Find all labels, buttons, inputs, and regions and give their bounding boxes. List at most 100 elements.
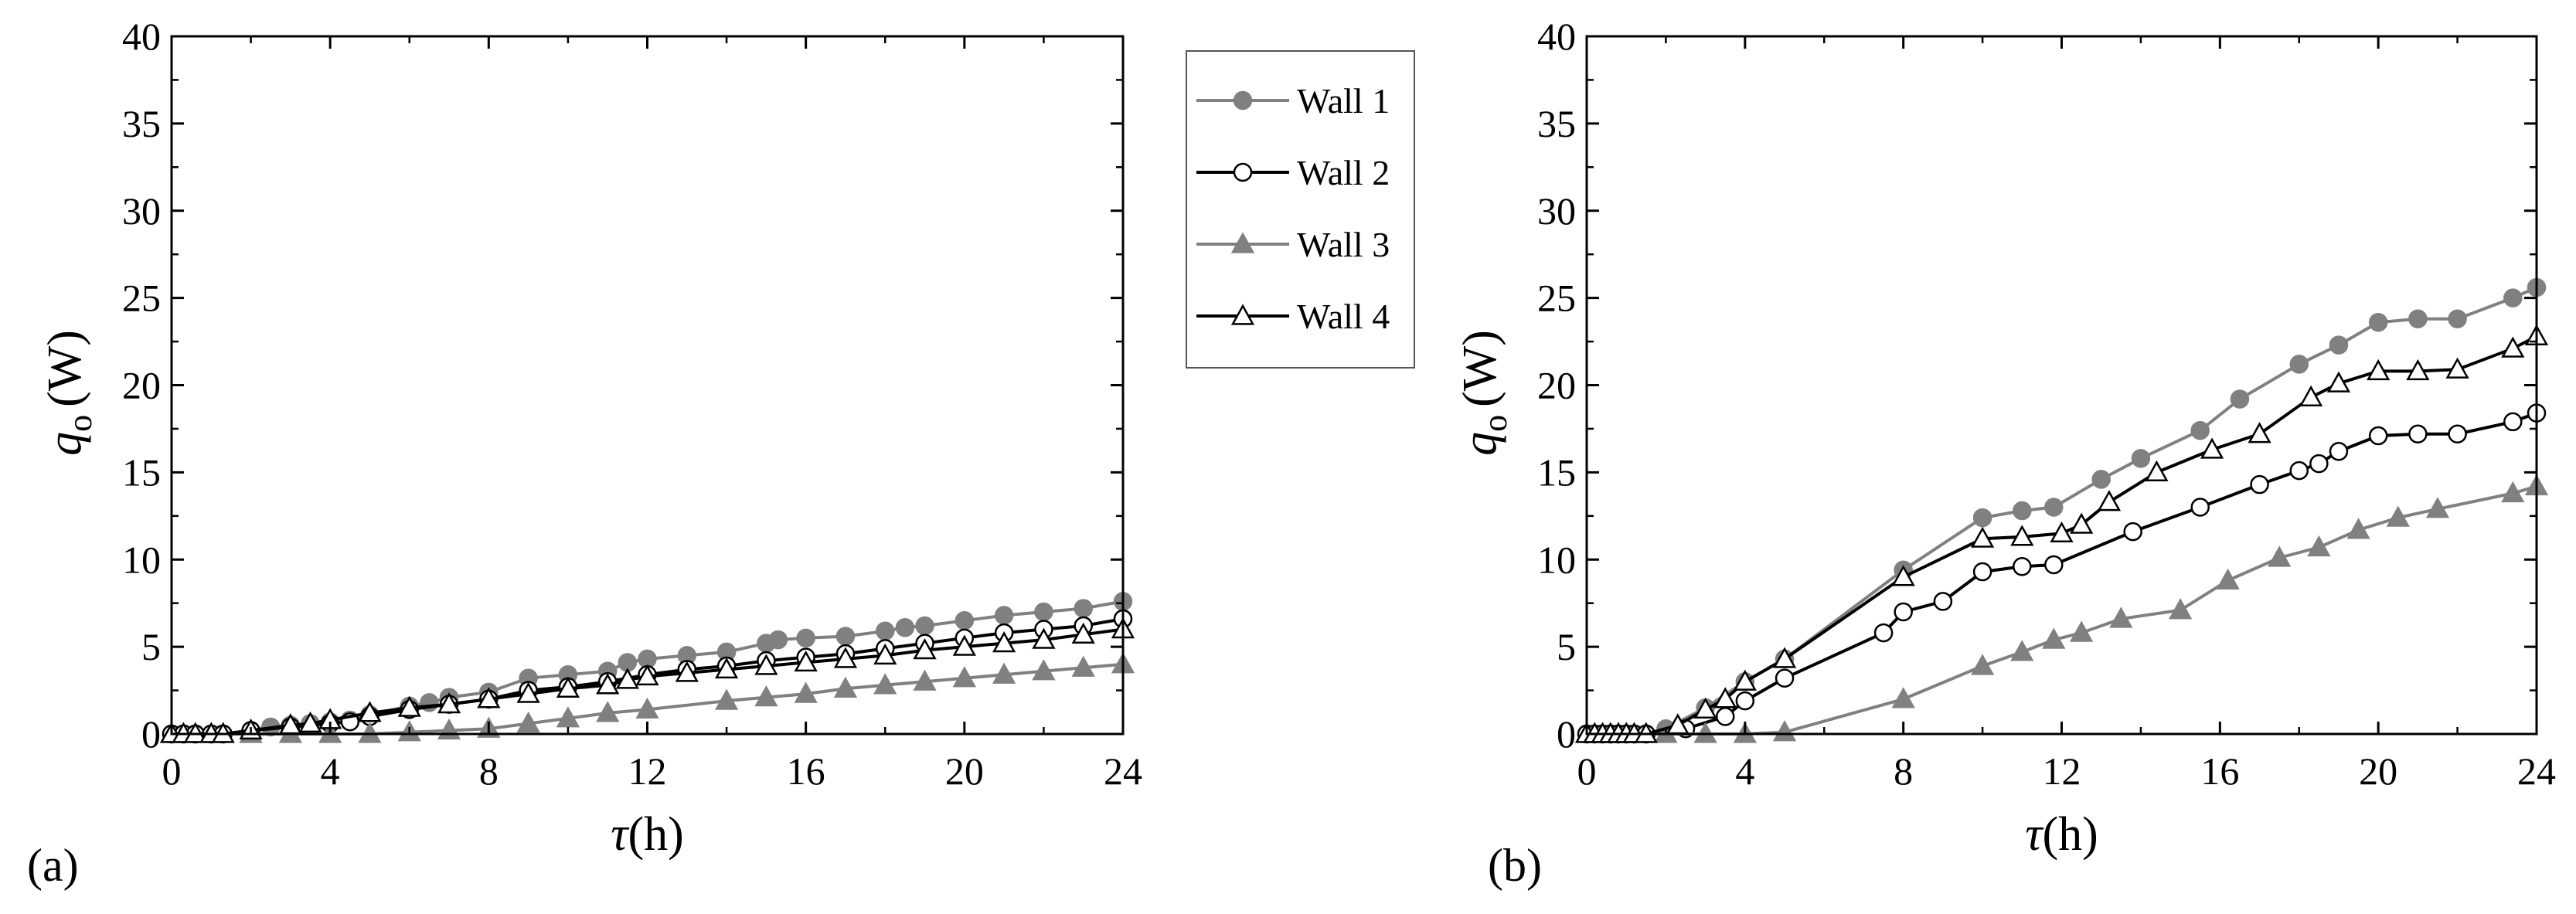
data-point [2503, 412, 2523, 432]
data-point [2329, 442, 2349, 461]
data-point [1715, 707, 1735, 726]
data-point [2309, 454, 2329, 474]
data-point [2368, 426, 2388, 446]
data-point [2268, 545, 2292, 567]
data-point [833, 647, 858, 668]
data-point [2445, 357, 2469, 379]
data-point [2307, 535, 2331, 557]
data-point [794, 650, 818, 672]
data-point [2289, 460, 2309, 481]
legend-label: Wall 3 [1297, 225, 1390, 264]
data-point [2145, 460, 2169, 482]
data-point [635, 697, 659, 719]
panel-label: (b) [1488, 840, 1542, 891]
data-point [873, 673, 897, 695]
x-tick-label: 24 [1104, 749, 1142, 793]
data-point [952, 666, 976, 688]
data-point [952, 634, 976, 656]
data-point [1074, 599, 1093, 618]
data-point [2386, 505, 2410, 527]
data-point [2169, 598, 2193, 620]
data-point [358, 701, 382, 722]
y-tick-label: 15 [1537, 450, 1576, 494]
x-tick-label: 0 [162, 749, 182, 793]
y-tick-label: 5 [1557, 625, 1576, 668]
y-tick-label: 10 [122, 538, 161, 581]
data-point [516, 711, 540, 733]
data-point [2044, 555, 2064, 575]
y-tick-label: 0 [1557, 712, 1576, 756]
legend-item-4: Wall 4 [1196, 297, 1390, 336]
legend-marker [1233, 162, 1253, 182]
x-tick-label: 16 [2200, 749, 2239, 793]
x-tick-label: 4 [321, 749, 340, 793]
y-tick-label: 35 [122, 102, 161, 145]
y-axis-symbol: q [1454, 432, 1506, 456]
legend: Wall 1 Wall 2 Wall 3 Wall 4 [1186, 50, 1415, 369]
data-point [1735, 691, 1755, 711]
data-point [1032, 659, 1056, 681]
x-tick-label: 16 [787, 749, 825, 793]
y-axis-label: qo (W) [1454, 330, 1514, 456]
data-point [2408, 424, 2428, 443]
y-tick-label: 25 [122, 277, 161, 320]
data-point [2050, 521, 2074, 543]
data-point [1970, 526, 1995, 548]
data-point [873, 643, 897, 665]
data-point [1032, 627, 1056, 649]
data-point [2200, 437, 2224, 459]
data-point [2216, 568, 2240, 590]
data-point [2013, 557, 2032, 576]
y-tick-label: 40 [1537, 15, 1576, 58]
data-point [794, 681, 818, 703]
y-tick-label: 40 [122, 15, 161, 58]
data-point [2501, 481, 2525, 503]
legend-label: Wall 4 [1297, 297, 1390, 336]
y-tick-label: 20 [1537, 364, 1576, 407]
x-axis-symbol: τ [611, 808, 630, 861]
panel-a: 0 4 8 12 16 20 24 0 5 10 15 20 25 30 35 40 τ(h) qo (W) (a) [27, 15, 1142, 891]
data-point [895, 618, 915, 637]
y-tick-label: 25 [1537, 277, 1576, 320]
data-point [1972, 562, 1992, 582]
data-point [2448, 309, 2467, 328]
data-point [397, 695, 421, 717]
data-point [1034, 602, 1053, 622]
data-point [615, 668, 639, 689]
series-line [1587, 411, 2537, 736]
y-axis-unit: (W) [1454, 330, 1506, 407]
x-tick-label: 8 [479, 749, 499, 793]
data-point [556, 676, 580, 698]
x-tick-label: 24 [2517, 749, 2556, 793]
x-axis-label: τ(h) [611, 808, 684, 861]
data-point [913, 638, 937, 660]
data-point [1894, 602, 1913, 622]
data-point [437, 692, 461, 714]
legend-label: Wall 1 [1297, 81, 1390, 121]
panel-label: (a) [27, 840, 79, 891]
data-point [2190, 498, 2210, 517]
y-axis-unit: (W) [39, 330, 91, 407]
legend-item-2: Wall 2 [1196, 153, 1390, 192]
data-point [1933, 592, 1953, 611]
data-point [2069, 620, 2094, 642]
data-point [913, 669, 937, 691]
data-point [2368, 312, 2388, 332]
legend-label: Wall 2 [1297, 153, 1390, 192]
data-point [1071, 622, 1095, 644]
data-point [2408, 309, 2428, 328]
series-wall-4 [1574, 324, 2549, 743]
data-point [2503, 288, 2523, 307]
data-point [2501, 336, 2525, 358]
plot-frame [170, 35, 1125, 736]
legend-marker [1233, 90, 1253, 110]
x-tick-label: 20 [945, 749, 984, 793]
data-point [1772, 720, 1797, 742]
data-point [2230, 389, 2250, 409]
y-tick-label: 35 [1537, 102, 1576, 145]
data-point [1772, 647, 1797, 668]
y-axis-subscript: o [61, 415, 99, 432]
panel-b: 0 4 8 12 16 20 24 0 5 10 15 20 25 30 35 40 τ(h) qo (W) (b) [1454, 15, 2556, 891]
data-point [2346, 518, 2370, 539]
legend-marker [1230, 232, 1255, 253]
